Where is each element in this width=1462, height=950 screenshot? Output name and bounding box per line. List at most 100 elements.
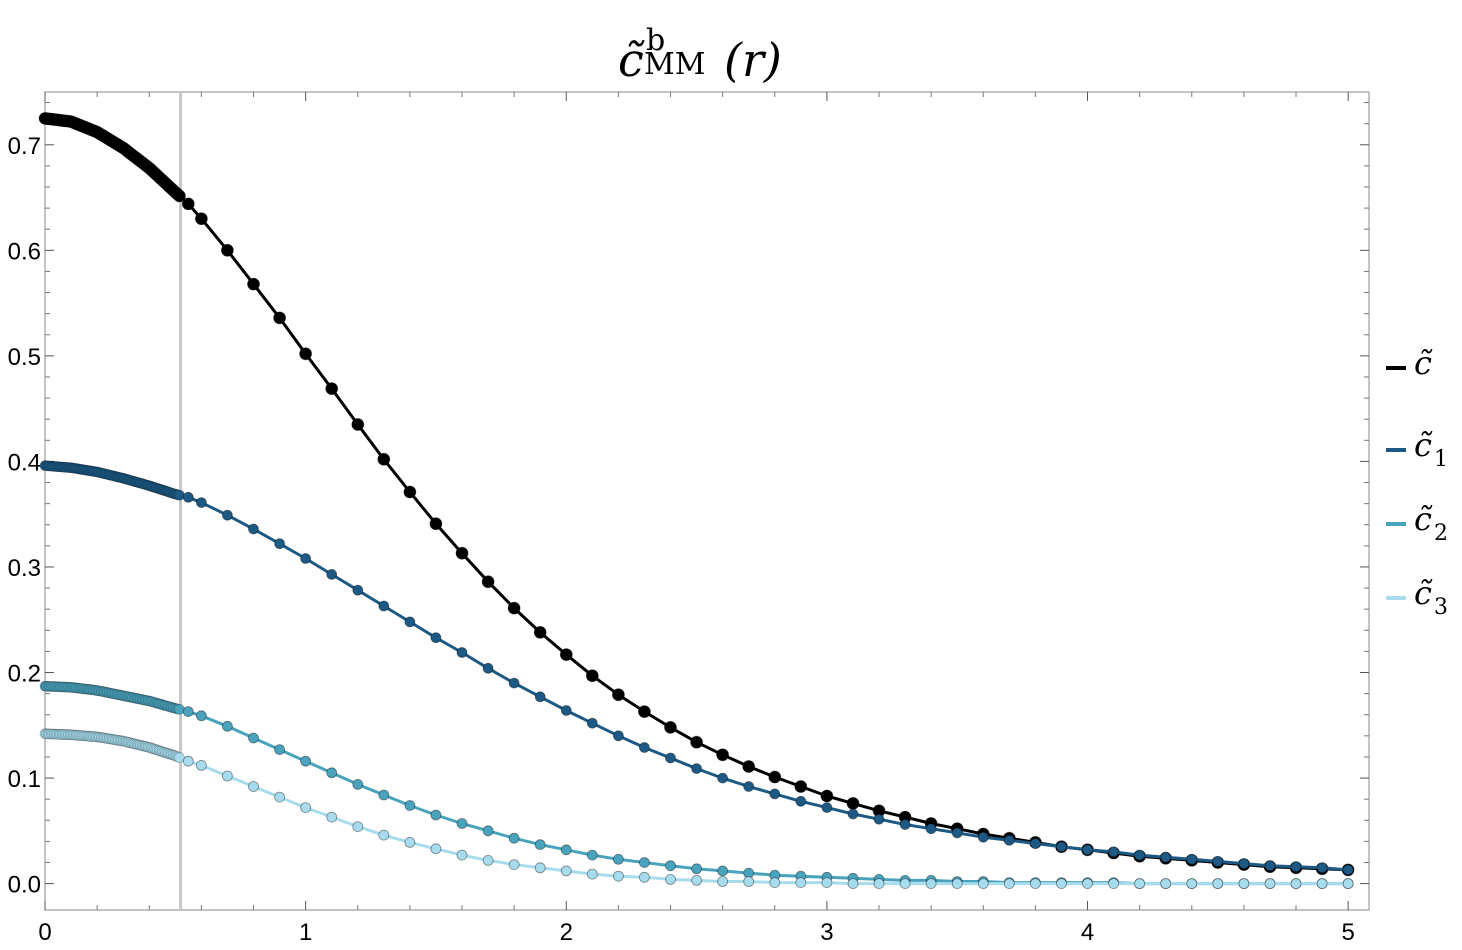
series-line bbox=[44, 732, 1349, 886]
data-point bbox=[182, 491, 194, 503]
data-point bbox=[1056, 878, 1067, 889]
data-point bbox=[847, 808, 859, 820]
data-point-dense bbox=[174, 752, 185, 763]
data-point bbox=[560, 844, 572, 856]
data-point bbox=[1160, 878, 1172, 889]
data-point bbox=[821, 877, 833, 888]
x-tick-label: 2 bbox=[560, 919, 573, 946]
data-point-dense bbox=[173, 189, 186, 203]
data-point bbox=[690, 735, 703, 749]
x-tick-label: 1 bbox=[299, 919, 312, 946]
legend-label: c̃ bbox=[1414, 344, 1433, 382]
data-point bbox=[899, 819, 911, 830]
data-point bbox=[220, 243, 234, 257]
chart-title: c̃ b MM (r) bbox=[618, 23, 782, 87]
data-point bbox=[951, 827, 963, 839]
data-point bbox=[1264, 860, 1276, 872]
data-point bbox=[665, 860, 676, 872]
data-point bbox=[717, 772, 728, 784]
data-point bbox=[221, 770, 233, 782]
data-point bbox=[1108, 878, 1119, 889]
data-point bbox=[456, 818, 468, 829]
data-point bbox=[951, 878, 963, 889]
data-point bbox=[404, 800, 416, 811]
data-point bbox=[534, 839, 546, 850]
data-point bbox=[665, 874, 676, 885]
y-tick-label: 0.3 bbox=[8, 555, 41, 582]
data-point bbox=[247, 277, 260, 291]
data-point bbox=[181, 197, 195, 211]
data-point bbox=[508, 832, 520, 844]
data-point bbox=[613, 730, 624, 742]
data-point bbox=[300, 755, 312, 767]
data-point bbox=[1290, 861, 1302, 873]
data-point bbox=[795, 877, 807, 888]
data-point bbox=[430, 843, 442, 855]
data-point bbox=[691, 863, 702, 875]
data-point bbox=[613, 870, 624, 882]
data-point bbox=[221, 720, 233, 732]
y-tick-label: 0.5 bbox=[8, 344, 41, 371]
data-point bbox=[1238, 878, 1250, 889]
data-point bbox=[1186, 853, 1198, 865]
data-point bbox=[404, 837, 416, 848]
series-layer bbox=[38, 112, 1355, 889]
data-point bbox=[821, 802, 833, 813]
data-point bbox=[508, 677, 520, 689]
data-point bbox=[1238, 858, 1250, 869]
data-point bbox=[482, 855, 494, 866]
data-point bbox=[559, 648, 573, 661]
data-point bbox=[377, 452, 391, 466]
data-point bbox=[194, 212, 208, 226]
legend-item: c̃ 3 bbox=[1386, 574, 1448, 620]
data-point bbox=[1108, 846, 1119, 858]
data-point bbox=[1003, 834, 1015, 846]
data-point bbox=[1186, 878, 1198, 889]
data-point bbox=[533, 626, 547, 639]
legend-label-subscript: 3 bbox=[1434, 595, 1448, 620]
data-point bbox=[404, 616, 416, 628]
data-point bbox=[977, 831, 989, 843]
data-point bbox=[1212, 878, 1224, 889]
data-point bbox=[325, 382, 339, 396]
series-line bbox=[44, 464, 1349, 872]
x-tick-label: 5 bbox=[1341, 919, 1354, 946]
data-point bbox=[560, 865, 572, 877]
data-point bbox=[534, 862, 546, 874]
series-line bbox=[44, 684, 1349, 886]
data-point bbox=[1030, 838, 1041, 849]
data-point bbox=[1342, 864, 1354, 876]
y-tick-label: 0.6 bbox=[8, 238, 41, 265]
data-point bbox=[378, 789, 390, 801]
data-point bbox=[508, 859, 520, 870]
data-point bbox=[403, 485, 417, 499]
data-point bbox=[455, 546, 469, 560]
data-point bbox=[585, 669, 599, 683]
data-point bbox=[847, 878, 859, 889]
data-point bbox=[612, 688, 625, 702]
data-point bbox=[273, 311, 287, 325]
data-point bbox=[221, 509, 233, 521]
title-base: c̃ bbox=[618, 33, 645, 87]
data-point bbox=[352, 584, 364, 596]
legend-label: c̃ bbox=[1414, 574, 1433, 612]
data-point bbox=[274, 791, 286, 803]
data-point bbox=[1342, 878, 1354, 889]
data-point bbox=[795, 795, 807, 807]
data-point bbox=[195, 760, 207, 771]
data-point bbox=[195, 710, 207, 722]
data-point-dense bbox=[174, 489, 185, 501]
x-tick-label: 0 bbox=[38, 919, 51, 946]
data-point bbox=[507, 601, 521, 615]
data-point-dense bbox=[174, 704, 185, 715]
data-point bbox=[639, 742, 650, 753]
series-0 bbox=[38, 112, 1355, 877]
data-point bbox=[326, 767, 338, 779]
data-point bbox=[248, 781, 259, 792]
legend-label: c̃ bbox=[1414, 426, 1433, 464]
x-tick-labels: 0 1 2 3 4 5 bbox=[38, 919, 1355, 946]
data-point bbox=[639, 871, 650, 883]
data-point bbox=[873, 878, 885, 889]
data-point bbox=[1082, 878, 1093, 889]
